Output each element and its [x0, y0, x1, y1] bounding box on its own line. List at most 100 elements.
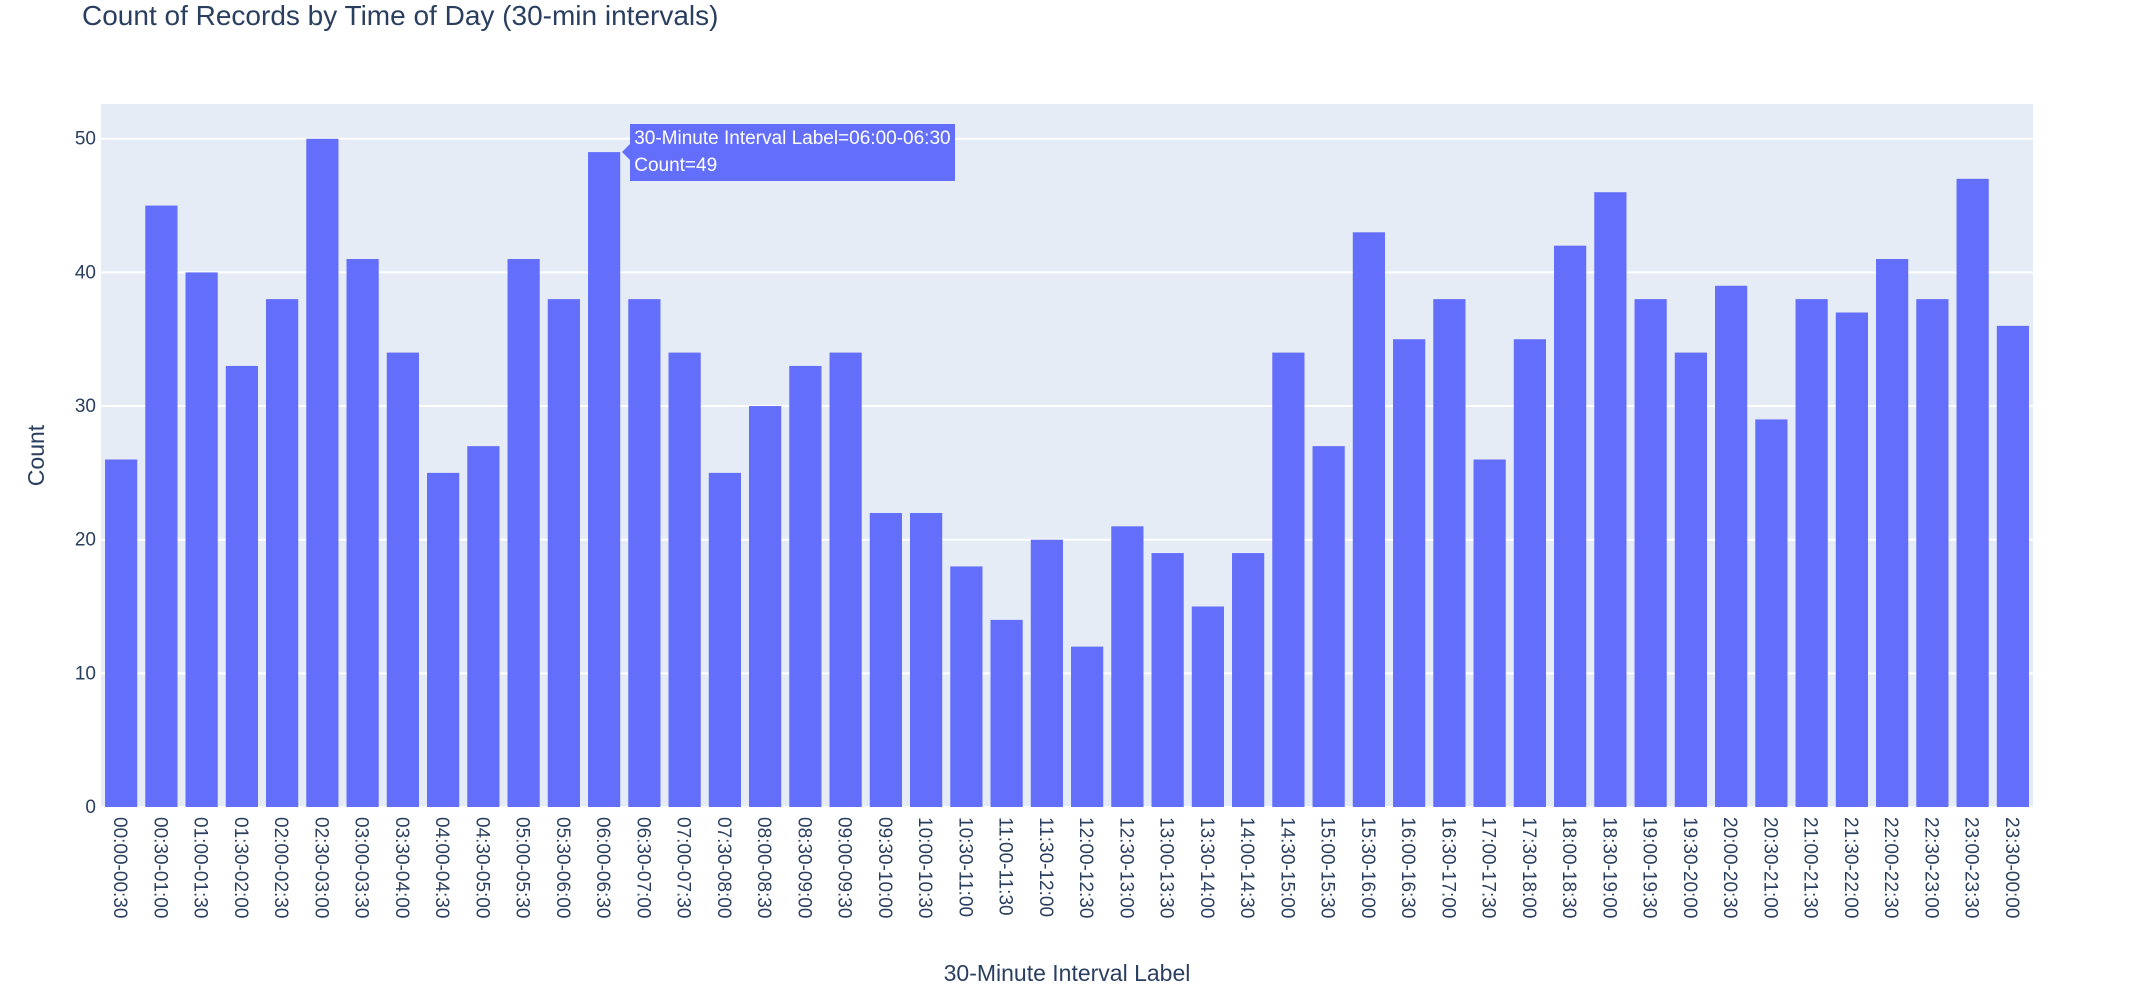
bar[interactable]: [1433, 299, 1466, 807]
chart-title: Count of Records by Time of Day (30-min …: [82, 0, 719, 31]
bar[interactable]: [427, 472, 460, 807]
bar[interactable]: [1473, 459, 1506, 807]
x-tick-label: 17:30-18:00: [1518, 817, 1539, 918]
bar[interactable]: [749, 406, 782, 807]
x-tick-label: 04:00-04:30: [431, 817, 452, 918]
x-tick-label: 08:30-09:00: [793, 817, 814, 918]
x-tick-label: 06:00-06:30: [592, 817, 613, 918]
bar[interactable]: [869, 512, 902, 807]
x-tick-label: 06:30-07:00: [632, 817, 653, 918]
bar[interactable]: [1232, 553, 1265, 807]
tooltip-arrow: [622, 144, 631, 161]
x-tick-label: 02:00-02:30: [270, 817, 291, 918]
bar[interactable]: [547, 299, 580, 807]
bar[interactable]: [507, 259, 540, 807]
y-tick-label: 40: [75, 262, 96, 283]
x-tick-label: 13:30-14:00: [1196, 817, 1217, 918]
y-tick-label: 30: [75, 396, 96, 417]
x-tick-label: 23:00-23:30: [1961, 817, 1982, 918]
x-tick-label: 11:30-12:00: [1035, 817, 1056, 917]
bar[interactable]: [266, 299, 299, 807]
bar[interactable]: [1191, 606, 1224, 807]
bar[interactable]: [628, 299, 661, 807]
bar[interactable]: [1916, 299, 1949, 807]
x-tick-label: 17:00-17:30: [1478, 817, 1499, 918]
bar[interactable]: [950, 566, 983, 807]
bar[interactable]: [346, 259, 379, 807]
x-tick-label: 00:00-00:30: [109, 817, 130, 918]
x-tick-label: 19:00-19:30: [1639, 817, 1660, 918]
bar[interactable]: [1715, 285, 1748, 807]
x-tick-label: 23:30-00:00: [2001, 817, 2022, 918]
x-tick-label: 12:00-12:30: [1075, 817, 1096, 918]
bar[interactable]: [185, 272, 218, 807]
x-tick-label: 10:00-10:30: [914, 817, 935, 918]
bar[interactable]: [1393, 339, 1426, 807]
x-tick-label: 16:00-16:30: [1397, 817, 1418, 918]
bar[interactable]: [1795, 299, 1828, 807]
x-tick-label: 05:00-05:30: [512, 817, 533, 918]
x-tick-label: 09:00-09:30: [834, 817, 855, 918]
bar[interactable]: [1554, 245, 1587, 808]
x-tick-label: 14:00-14:30: [1236, 817, 1257, 918]
x-tick-label: 01:00-01:30: [190, 817, 211, 918]
bar[interactable]: [588, 152, 621, 808]
bar[interactable]: [225, 365, 258, 807]
bar[interactable]: [1352, 232, 1385, 808]
x-tick-label: 15:30-16:00: [1357, 817, 1378, 918]
bar[interactable]: [1996, 325, 2029, 807]
x-tick-label: 22:30-23:00: [1920, 817, 1941, 918]
tooltip-line-count: Count=49: [634, 155, 718, 177]
x-tick-label: 19:30-20:00: [1679, 817, 1700, 918]
bar[interactable]: [990, 619, 1023, 807]
bar[interactable]: [1674, 352, 1707, 807]
y-tick-label: 50: [75, 129, 96, 150]
bar[interactable]: [306, 138, 339, 807]
bar[interactable]: [668, 352, 701, 807]
bar[interactable]: [1071, 646, 1104, 807]
x-tick-label: 20:00-20:30: [1719, 817, 1740, 918]
y-tick-label: 20: [75, 530, 96, 551]
bar[interactable]: [1876, 259, 1909, 807]
bar[interactable]: [145, 205, 178, 807]
x-tick-label: 00:30-01:00: [149, 817, 170, 918]
x-tick-label: 08:00-08:30: [753, 817, 774, 918]
plot-background: [101, 104, 2033, 807]
x-tick-label: 12:30-13:00: [1115, 817, 1136, 918]
x-tick-label: 04:30-05:00: [471, 817, 492, 918]
x-tick-label: 11:00-11:30: [995, 817, 1016, 916]
bar[interactable]: [708, 472, 741, 807]
bar[interactable]: [789, 365, 822, 807]
x-tick-label: 16:30-17:00: [1437, 817, 1458, 918]
x-tick-label: 10:30-11:00: [954, 817, 975, 917]
bar[interactable]: [1755, 419, 1788, 807]
x-tick-label: 03:30-04:00: [391, 817, 412, 918]
x-tick-label: 07:00-07:30: [673, 817, 694, 918]
x-tick-label: 15:00-15:30: [1317, 817, 1338, 918]
bar[interactable]: [467, 446, 500, 807]
bar[interactable]: [1513, 339, 1546, 807]
x-tick-label: 18:00-18:30: [1558, 817, 1579, 918]
bar[interactable]: [829, 352, 862, 807]
bar[interactable]: [1594, 192, 1627, 807]
x-tick-label: 13:00-13:30: [1156, 817, 1177, 918]
bar[interactable]: [105, 459, 138, 807]
x-tick-label: 21:00-21:30: [1800, 817, 1821, 918]
x-tick-label: 05:30-06:00: [552, 817, 573, 918]
bar[interactable]: [910, 512, 943, 807]
bar[interactable]: [1312, 446, 1345, 807]
hover-tooltip: 30-Minute Interval Label=06:00-06:30 Cou…: [630, 124, 955, 182]
bar[interactable]: [1634, 299, 1667, 807]
bar[interactable]: [1835, 312, 1868, 807]
bar[interactable]: [1030, 539, 1063, 807]
bar[interactable]: [386, 352, 419, 807]
x-axis-title: 30-Minute Interval Label: [944, 960, 1191, 986]
bar[interactable]: [1272, 352, 1305, 807]
y-tick-label: 10: [75, 663, 96, 684]
bar[interactable]: [1151, 553, 1184, 807]
bar[interactable]: [1111, 526, 1144, 807]
x-tick-label: 18:30-19:00: [1598, 817, 1619, 918]
bar[interactable]: [1956, 178, 1989, 808]
